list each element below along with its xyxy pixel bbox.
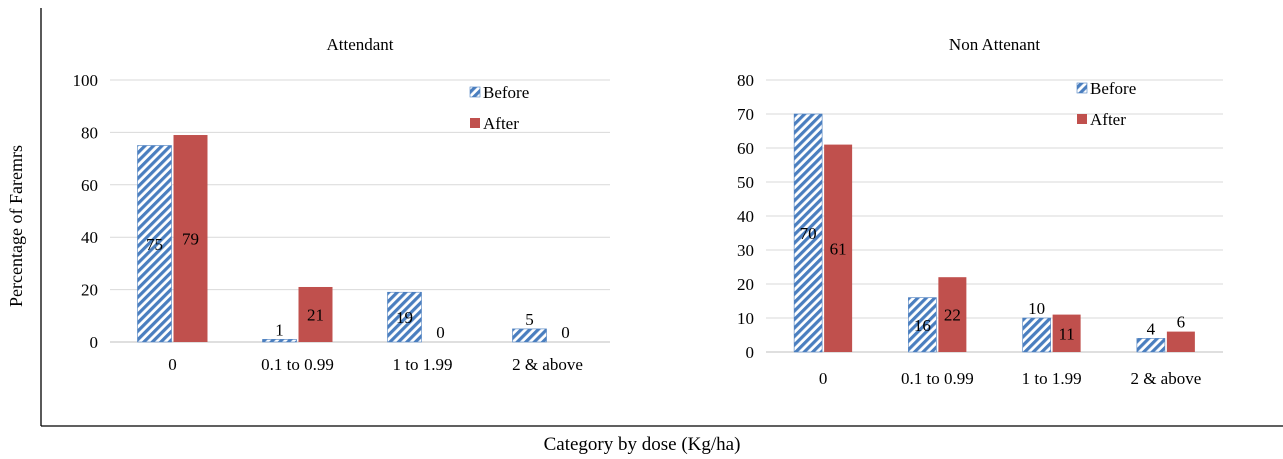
chart-panel-non-attenant: Non Attenant 0 10 20 30 40 50 60 70 80 0 70 61 0.1 to… bbox=[737, 35, 1223, 388]
data-label: 6 bbox=[1177, 313, 1186, 332]
bar-before-2 bbox=[262, 339, 297, 343]
figure-y-axis-label: Percentage of Faremrs bbox=[6, 145, 26, 307]
legend-label-after: After bbox=[1090, 110, 1126, 129]
data-label: 10 bbox=[1028, 299, 1045, 318]
y-tick-label: 50 bbox=[737, 173, 754, 192]
legend-swatch-before bbox=[469, 86, 481, 98]
chart-panel-attendant: Attendant 0 20 40 60 80 100 0 75 79 0.1 to 0.99 1 21… bbox=[73, 35, 610, 374]
x-tick-label: 0.1 to 0.99 bbox=[901, 369, 974, 388]
y-tick-label: 20 bbox=[737, 275, 754, 294]
data-label: 1 bbox=[275, 320, 284, 339]
legend-swatch-after bbox=[1077, 114, 1087, 124]
bar-before-1 bbox=[793, 113, 823, 353]
data-label: 16 bbox=[914, 316, 931, 335]
y-tick-label: 80 bbox=[81, 123, 98, 142]
y-tick-label: 0 bbox=[90, 333, 99, 352]
data-label: 75 bbox=[146, 235, 163, 254]
x-tick-label: 0 bbox=[168, 355, 177, 374]
data-label: 79 bbox=[182, 230, 199, 249]
bar-before-3 bbox=[1022, 317, 1051, 353]
bar-after-1 bbox=[824, 144, 853, 352]
bar-after-3 bbox=[1052, 314, 1081, 352]
y-tick-label: 100 bbox=[73, 71, 99, 90]
x-tick-label: 2 & above bbox=[512, 355, 583, 374]
x-tick-label: 0.1 to 0.99 bbox=[261, 355, 334, 374]
data-label: 22 bbox=[944, 306, 961, 325]
data-label: 0 bbox=[436, 323, 445, 342]
x-tick-label: 0 bbox=[819, 369, 828, 388]
data-label: 11 bbox=[1058, 324, 1074, 343]
legend-swatch-before bbox=[1076, 82, 1088, 94]
data-label: 70 bbox=[800, 224, 817, 243]
bar-after-1 bbox=[173, 135, 208, 342]
y-tick-label: 70 bbox=[737, 105, 754, 124]
bar-after-2 bbox=[298, 286, 333, 342]
data-label: 19 bbox=[396, 308, 413, 327]
bar-before-4 bbox=[1136, 338, 1166, 353]
bar-before-2 bbox=[908, 297, 937, 353]
data-label: 61 bbox=[830, 239, 847, 258]
figure-x-axis-label: Category by dose (Kg/ha) bbox=[544, 434, 741, 455]
x-tick-label: 1 to 1.99 bbox=[1022, 369, 1082, 388]
bar-after-2 bbox=[938, 277, 967, 352]
x-tick-label: 1 to 1.99 bbox=[393, 355, 453, 374]
legend-label-after: After bbox=[483, 114, 519, 133]
chart-title-attendant: Attendant bbox=[326, 35, 393, 54]
y-tick-label: 40 bbox=[81, 228, 98, 247]
bar-before-4 bbox=[512, 328, 547, 343]
y-tick-label: 60 bbox=[737, 139, 754, 158]
data-label: 5 bbox=[525, 310, 534, 329]
bar-before-1 bbox=[137, 145, 172, 343]
data-label: 0 bbox=[561, 323, 570, 342]
bar-before-3 bbox=[387, 291, 422, 343]
data-label: 21 bbox=[307, 305, 324, 324]
y-tick-label: 80 bbox=[737, 71, 754, 90]
data-label: 4 bbox=[1147, 319, 1156, 338]
legend-swatch-after bbox=[470, 118, 480, 128]
legend-label-before: Before bbox=[483, 83, 529, 102]
legend-label-before: Before bbox=[1090, 79, 1136, 98]
y-tick-label: 0 bbox=[746, 343, 755, 362]
y-tick-label: 40 bbox=[737, 207, 754, 226]
y-tick-label: 60 bbox=[81, 176, 98, 195]
chart-title-non-attenant: Non Attenant bbox=[949, 35, 1040, 54]
y-tick-label: 30 bbox=[737, 241, 754, 260]
y-tick-label: 10 bbox=[737, 309, 754, 328]
bar-after-4 bbox=[1166, 331, 1195, 352]
y-tick-label: 20 bbox=[81, 281, 98, 300]
x-tick-label: 2 & above bbox=[1130, 369, 1201, 388]
